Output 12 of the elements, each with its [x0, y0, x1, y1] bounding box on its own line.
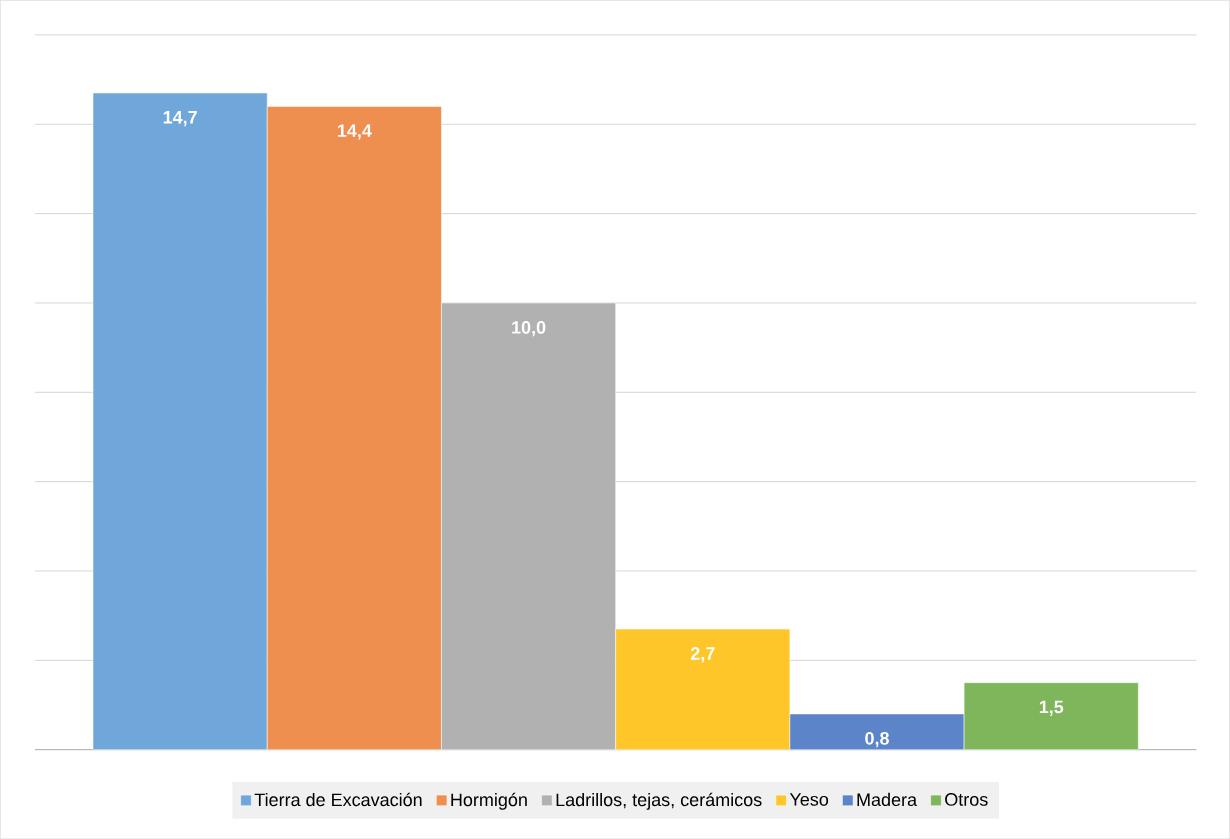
data-label: 2,7	[690, 646, 715, 663]
legend-label: Hormigón	[451, 792, 527, 810]
legend-label: Madera	[857, 792, 918, 806]
data-label: 14,7	[163, 110, 197, 127]
data-label: 10,0	[512, 320, 546, 337]
legend-label: Tierra de Excavación	[254, 792, 422, 807]
data-label: 14,4	[337, 124, 372, 140]
legend-label: Ladrillos, tejas, cerámicos	[556, 792, 762, 810]
data-label: 0,8	[865, 731, 889, 748]
data-label: 1,5	[1039, 700, 1064, 716]
legend-label: Yeso	[789, 793, 829, 806]
legend-label: Otros	[945, 792, 988, 806]
